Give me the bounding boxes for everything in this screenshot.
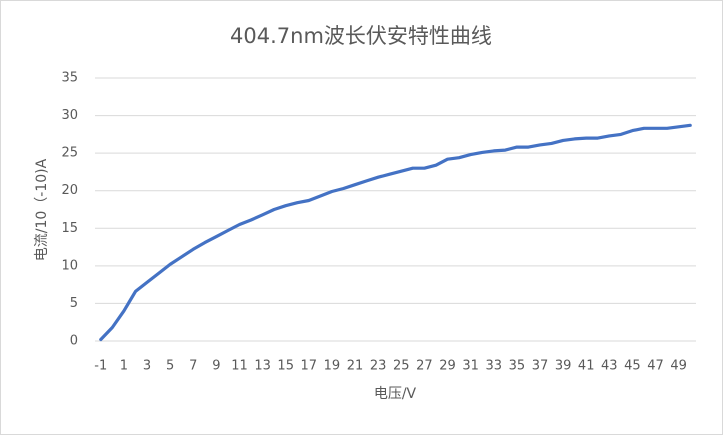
x-tick-label: 33 (485, 359, 502, 374)
x-tick-label: 15 (277, 359, 294, 374)
chart-title: 404.7nm波长伏安特性曲线 (230, 24, 492, 48)
x-tick-label: 35 (509, 359, 526, 374)
x-tick-label: 41 (578, 359, 595, 374)
x-tick-label: 11 (231, 359, 248, 374)
y-tick-label: 30 (61, 108, 78, 123)
x-tick-label: 21 (347, 359, 364, 374)
data-line (99, 123, 692, 342)
x-tick-label: 49 (670, 359, 687, 374)
y-tick-label: 5 (70, 296, 78, 311)
y-tick-label: 20 (61, 183, 78, 198)
x-tick-label: 9 (212, 359, 220, 374)
x-tick-label: 43 (601, 359, 618, 374)
x-tick-label: 31 (462, 359, 479, 374)
y-tick-label: 15 (61, 221, 78, 236)
y-tick-label: 35 (61, 71, 78, 86)
x-tick-label: 37 (532, 359, 549, 374)
y-tick-label: 10 (61, 258, 78, 273)
x-axis-label: 电压/V (374, 386, 417, 402)
x-tick-label: 27 (416, 359, 433, 374)
x-tick-label: 25 (393, 359, 410, 374)
x-tick-label: 13 (254, 359, 271, 374)
x-tick-label: -1 (94, 359, 107, 374)
x-tick-label: 39 (555, 359, 572, 374)
x-tick-label: 45 (624, 359, 641, 374)
x-tick-label: 7 (189, 359, 197, 374)
y-tick-label: 0 (70, 334, 78, 349)
x-tick-label: 3 (143, 359, 151, 374)
y-tick-label: 25 (61, 146, 78, 161)
x-tick-label: 5 (166, 359, 174, 374)
x-tick-label: 47 (647, 359, 664, 374)
x-tick-label: 23 (370, 359, 387, 374)
x-tick-label: 29 (439, 359, 456, 374)
x-tick-label: 19 (324, 359, 341, 374)
x-tick-label: 17 (301, 359, 318, 374)
y-axis-label: 电流/10（-10)A (34, 158, 50, 261)
x-tick-label: 1 (120, 359, 128, 374)
